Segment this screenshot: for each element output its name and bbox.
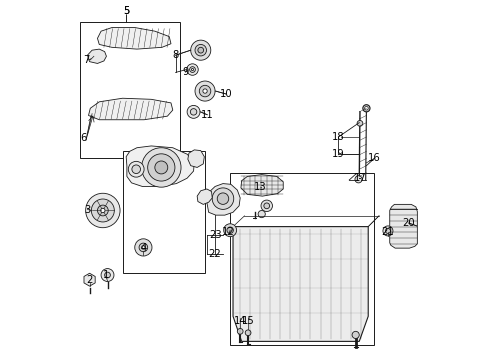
Text: 1: 1 bbox=[103, 270, 109, 280]
Circle shape bbox=[101, 208, 105, 213]
Circle shape bbox=[264, 203, 269, 209]
Polygon shape bbox=[206, 184, 240, 215]
Circle shape bbox=[351, 331, 359, 338]
Circle shape bbox=[385, 228, 389, 233]
Polygon shape bbox=[197, 189, 212, 204]
Text: 18: 18 bbox=[331, 132, 344, 142]
Text: 16: 16 bbox=[367, 153, 380, 163]
Polygon shape bbox=[87, 49, 106, 63]
Text: 20: 20 bbox=[402, 218, 414, 228]
Circle shape bbox=[135, 239, 152, 256]
Text: 5: 5 bbox=[123, 6, 129, 17]
Circle shape bbox=[195, 44, 206, 56]
Bar bbox=[80, 22, 180, 158]
Circle shape bbox=[190, 40, 210, 60]
Text: 9: 9 bbox=[182, 67, 188, 77]
Circle shape bbox=[128, 161, 144, 177]
Circle shape bbox=[101, 269, 114, 282]
Polygon shape bbox=[241, 175, 283, 196]
Circle shape bbox=[217, 193, 228, 204]
Circle shape bbox=[382, 226, 392, 236]
Circle shape bbox=[147, 154, 175, 181]
Text: 11: 11 bbox=[201, 110, 213, 120]
Text: 2: 2 bbox=[86, 275, 93, 285]
Circle shape bbox=[132, 165, 140, 174]
Circle shape bbox=[142, 148, 181, 187]
Circle shape bbox=[203, 89, 207, 93]
Circle shape bbox=[85, 193, 120, 228]
Text: 22: 22 bbox=[208, 248, 221, 258]
Polygon shape bbox=[187, 150, 204, 167]
Text: 13: 13 bbox=[254, 182, 266, 192]
Circle shape bbox=[198, 47, 203, 53]
Polygon shape bbox=[126, 146, 194, 186]
Circle shape bbox=[191, 68, 193, 71]
Circle shape bbox=[237, 328, 243, 334]
Circle shape bbox=[195, 81, 215, 101]
Circle shape bbox=[212, 188, 233, 210]
Text: 17: 17 bbox=[353, 173, 366, 183]
Text: 15: 15 bbox=[241, 316, 254, 325]
Polygon shape bbox=[389, 204, 416, 248]
Text: 8: 8 bbox=[172, 50, 179, 60]
Text: 5: 5 bbox=[122, 6, 129, 17]
Circle shape bbox=[226, 227, 233, 233]
Polygon shape bbox=[97, 28, 171, 49]
Polygon shape bbox=[233, 226, 367, 341]
Bar bbox=[230, 173, 373, 345]
Circle shape bbox=[199, 85, 210, 97]
Circle shape bbox=[187, 105, 200, 118]
Text: 10: 10 bbox=[219, 89, 232, 99]
Circle shape bbox=[104, 272, 110, 278]
Circle shape bbox=[139, 243, 147, 252]
Circle shape bbox=[142, 246, 145, 249]
Text: 3: 3 bbox=[84, 206, 90, 216]
Circle shape bbox=[223, 224, 236, 237]
Circle shape bbox=[261, 200, 272, 212]
Text: 7: 7 bbox=[82, 55, 89, 65]
Polygon shape bbox=[84, 273, 95, 286]
Text: 12: 12 bbox=[222, 227, 235, 237]
Circle shape bbox=[364, 107, 367, 110]
Circle shape bbox=[354, 176, 362, 183]
Text: 6: 6 bbox=[80, 133, 86, 143]
Text: 4: 4 bbox=[140, 243, 146, 253]
Text: 21: 21 bbox=[381, 227, 393, 237]
Circle shape bbox=[362, 105, 369, 112]
Circle shape bbox=[244, 330, 250, 336]
Circle shape bbox=[190, 109, 196, 115]
Text: 23: 23 bbox=[208, 230, 221, 239]
Circle shape bbox=[356, 121, 362, 126]
Text: 14: 14 bbox=[233, 316, 246, 325]
Polygon shape bbox=[88, 98, 172, 120]
Text: 19: 19 bbox=[331, 149, 344, 159]
Circle shape bbox=[97, 205, 108, 216]
Circle shape bbox=[189, 67, 195, 72]
Circle shape bbox=[186, 64, 198, 75]
Circle shape bbox=[155, 161, 167, 174]
Bar bbox=[122, 151, 204, 273]
Circle shape bbox=[91, 199, 114, 222]
Circle shape bbox=[258, 211, 265, 218]
